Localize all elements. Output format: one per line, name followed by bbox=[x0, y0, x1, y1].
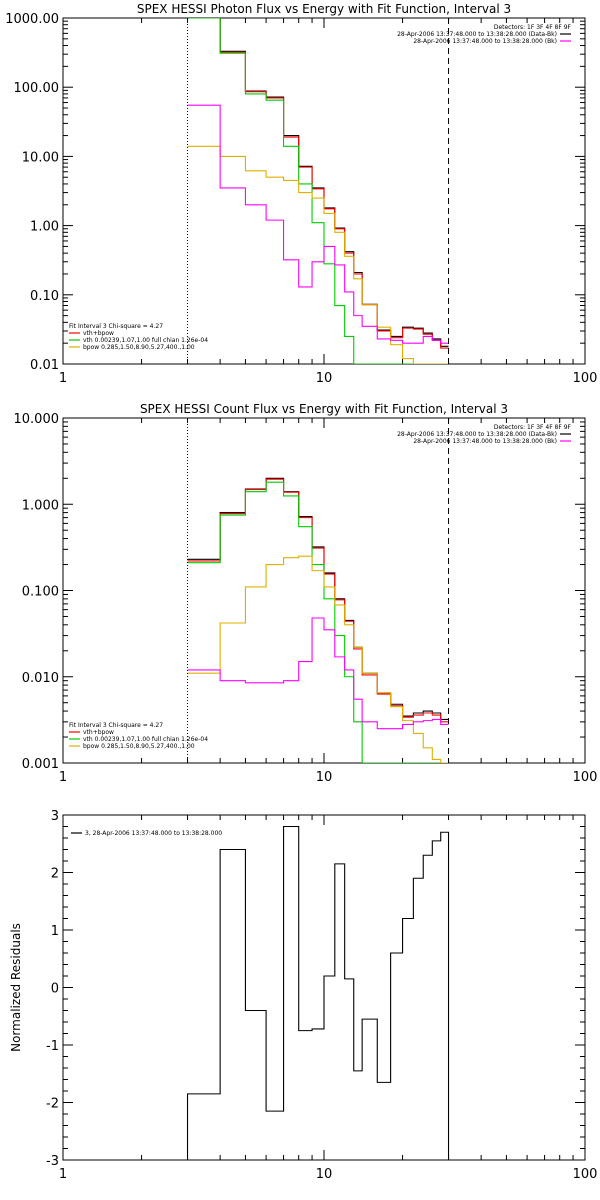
series-line-0 bbox=[186, 825, 450, 1160]
legend-detectors-line: Detectors: 1F 3F 4F 8F 9F bbox=[494, 24, 572, 31]
y-tick-label: 0.01 bbox=[30, 358, 59, 373]
series-line-1 bbox=[187, 478, 449, 723]
x-tick-label: 1 bbox=[59, 770, 67, 785]
legend-detectors-line: 28-Apr-2006 13:37:48.000 to 13:38:28.000… bbox=[413, 438, 557, 445]
y-tick-label: -3 bbox=[46, 1154, 59, 1169]
x-tick-label: 100 bbox=[573, 371, 598, 386]
legend-fit-entry: vth 0.00239,1.07,1.00 full chian 1.26e-0… bbox=[83, 736, 208, 743]
legend-fit-entry: bpow 0.285,1.50,8.90,5.27,400.,1.00 bbox=[83, 344, 195, 351]
legend-detectors-line: 28-Apr-2006 13:37:48.000 to 13:38:28.000… bbox=[413, 38, 557, 45]
legend-entry: 3, 28-Apr-2006 13:37:48.000 to 13:38:28.… bbox=[85, 830, 222, 837]
series-line-3 bbox=[187, 555, 449, 763]
residuals-panel: Normalized Residuals 1 10 100 -3 -2 -1 0 1 2 3 3, 2… bbox=[9, 809, 597, 1182]
series-line-2 bbox=[187, 18, 449, 364]
x-tick-label: 1 bbox=[59, 371, 67, 386]
y-tick-label: -1 bbox=[46, 1039, 59, 1054]
legend-fit-header: Fit Interval 3 Chi-square = 4.27 bbox=[69, 722, 163, 729]
x-tick-label: 10 bbox=[316, 371, 333, 386]
legend-fit-entry: vth+bpow bbox=[83, 729, 114, 736]
y-tick-label: 1.000 bbox=[22, 498, 59, 513]
y-tick-label: 10.000 bbox=[14, 412, 60, 427]
legend-detectors-line: 28-Apr-2006 13:37:48.000 to 13:38:28.000… bbox=[397, 431, 557, 438]
series-line-0 bbox=[187, 477, 449, 720]
y-tick-label: 1 bbox=[51, 924, 59, 939]
y-tick-label: 0.001 bbox=[22, 757, 59, 772]
y-tick-label: 10.00 bbox=[22, 150, 59, 165]
plot-area bbox=[187, 18, 449, 364]
y-tick-label: 2 bbox=[51, 867, 59, 882]
chart-title: SPEX HESSI Count Flux vs Energy with Fit… bbox=[140, 402, 508, 416]
y-tick-label: 0 bbox=[51, 982, 59, 997]
legend-fit-entry: vth+bpow bbox=[83, 330, 114, 337]
y-tick-label: -2 bbox=[46, 1097, 59, 1112]
x-tick-label: 10 bbox=[316, 770, 333, 785]
series-line-1 bbox=[187, 18, 449, 349]
x-tick-label: 1 bbox=[59, 1167, 67, 1182]
legend-detectors-line: Detectors: 1F 3F 4F 8F 9F bbox=[494, 424, 572, 431]
y-tick-label: 0.100 bbox=[22, 585, 59, 600]
count-flux-panel: SPEX HESSI Count Flux vs Energy with Fit… bbox=[14, 402, 598, 785]
y-axis-label: Normalized Residuals bbox=[9, 923, 23, 1052]
legend-detectors-line: 28-Apr-2006 13:37:48.000 to 13:38:28.000… bbox=[397, 31, 557, 38]
plot-area bbox=[187, 477, 449, 763]
y-tick-label: 1000.00 bbox=[5, 12, 59, 27]
legend-fit-header: Fit Interval 3 Chi-square = 4.27 bbox=[69, 323, 163, 330]
chart-title: SPEX HESSI Photon Flux vs Energy with Fi… bbox=[137, 2, 511, 16]
y-tick-label: 0.010 bbox=[22, 671, 59, 686]
series-line-0 bbox=[187, 18, 449, 347]
y-tick-label: 1.00 bbox=[30, 220, 59, 235]
x-tick-label: 100 bbox=[573, 770, 598, 785]
legend-fit-entry: vth 0.00239,1.07,1.00 full chian 1.26e-0… bbox=[83, 337, 208, 344]
y-tick-label: 100.00 bbox=[14, 81, 60, 96]
series-line-4 bbox=[187, 617, 449, 730]
series-line-3 bbox=[187, 145, 449, 364]
x-tick-label: 100 bbox=[573, 1167, 598, 1182]
y-tick-label: 3 bbox=[51, 809, 59, 824]
plot-area bbox=[186, 825, 450, 1160]
photon-flux-panel: SPEX HESSI Photon Flux vs Energy with Fi… bbox=[5, 2, 597, 386]
x-tick-label: 10 bbox=[316, 1167, 333, 1182]
series-line-4 bbox=[187, 104, 449, 344]
y-tick-label: 0.10 bbox=[30, 289, 59, 304]
legend-fit-entry: bpow 0.285,1.50,8.90,5.27,400.,1.00 bbox=[83, 743, 195, 750]
